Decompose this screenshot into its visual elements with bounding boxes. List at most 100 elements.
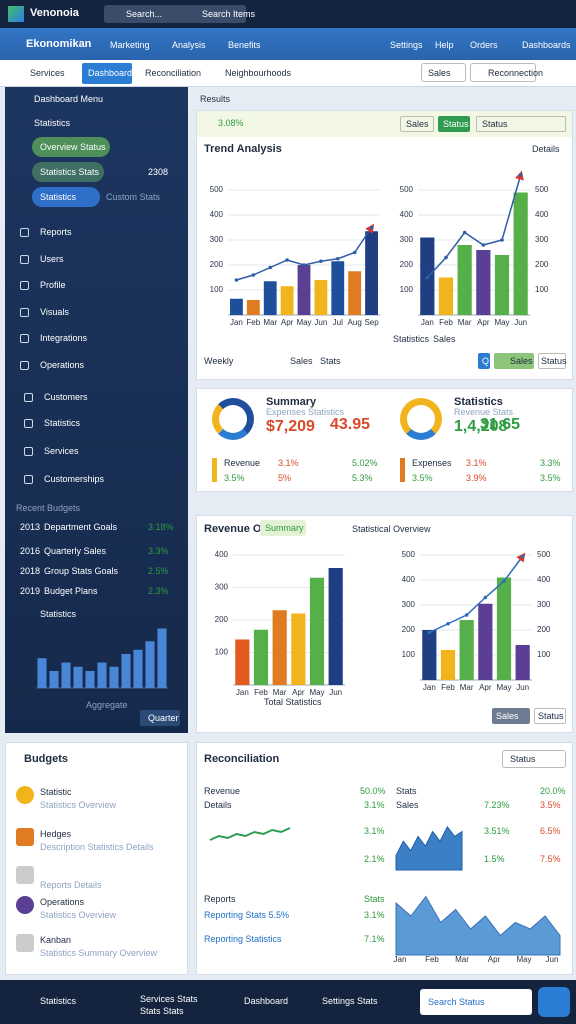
bar: [121, 654, 131, 688]
menu-item[interactable]: Users: [40, 254, 64, 264]
bar: [331, 261, 345, 315]
footer-item[interactable]: Services Stats: [140, 994, 198, 1004]
menu-icon: [24, 393, 33, 402]
bar: [61, 662, 71, 688]
footer-item[interactable]: Settings Stats: [322, 996, 378, 1006]
pill[interactable]: [32, 187, 100, 207]
menu-item[interactable]: Services: [44, 446, 79, 456]
kpi-row: 5%: [278, 473, 292, 483]
button[interactable]: [538, 353, 566, 369]
pill[interactable]: [32, 137, 110, 157]
bar: [73, 666, 83, 688]
pill-label[interactable]: Statistics Stats: [40, 167, 100, 177]
item-name[interactable]: Operations: [40, 897, 85, 907]
button-label[interactable]: Sales: [510, 356, 533, 366]
select[interactable]: [502, 750, 566, 768]
line-point: [234, 278, 239, 282]
menu-item[interactable]: Operations: [40, 360, 85, 370]
button[interactable]: [470, 63, 536, 82]
button[interactable]: [400, 116, 434, 132]
top-bar: [0, 0, 576, 28]
line-point: [481, 243, 486, 247]
x-tick-label: Mar: [273, 688, 287, 697]
nav-item[interactable]: Orders: [470, 40, 498, 50]
line-point: [500, 238, 504, 242]
chart-button[interactable]: [140, 710, 180, 726]
button[interactable]: [494, 353, 534, 369]
button[interactable]: [492, 708, 530, 724]
chart-caption: Aggregate: [86, 700, 128, 710]
nav-item[interactable]: Dashboards: [522, 40, 571, 50]
footer-item[interactable]: Stats Stats: [140, 1006, 184, 1016]
kpi-row: 5.02%: [352, 458, 378, 468]
footer-item[interactable]: Statistics: [40, 996, 77, 1006]
x-tick-label: Sep: [364, 318, 379, 327]
y-tick-label: 400: [215, 550, 229, 559]
menu-item[interactable]: Profile: [40, 280, 66, 290]
list-title: Recent Budgets: [16, 503, 81, 513]
search-button[interactable]: Search Items: [202, 9, 256, 19]
nav-item[interactable]: Analysis: [172, 40, 206, 50]
button[interactable]: [478, 353, 490, 369]
item-sub: Reports Details: [40, 880, 102, 890]
x-tick-label: Jan: [236, 688, 249, 697]
button-label[interactable]: Status: [541, 356, 567, 366]
line-point: [518, 173, 523, 177]
search-box[interactable]: [104, 5, 246, 23]
select[interactable]: [476, 116, 566, 132]
item-name[interactable]: Statistic: [40, 787, 72, 797]
button[interactable]: Reconnection: [488, 68, 544, 78]
chart-button-label[interactable]: Quarter: [148, 713, 179, 723]
menu-item[interactable]: Customerships: [44, 474, 105, 484]
pill-label[interactable]: Statistics: [40, 192, 77, 202]
footer-button-label[interactable]: Search Status: [428, 997, 485, 1007]
button-label[interactable]: Status: [538, 711, 564, 721]
button-label[interactable]: Q: [482, 356, 490, 366]
x-tick-label: May: [494, 318, 509, 327]
nav-item[interactable]: Settings: [390, 40, 423, 50]
tab[interactable]: Dashboard: [88, 68, 133, 78]
menu-item[interactable]: Visuals: [40, 307, 69, 317]
x-tick-label: May: [296, 318, 311, 327]
x-tick-label: Apr: [281, 318, 294, 327]
bar: [272, 610, 287, 685]
menu-item[interactable]: Statistics: [44, 418, 81, 428]
nav-item[interactable]: Benefits: [228, 40, 261, 50]
menu-icon: [20, 361, 29, 370]
bar: [328, 568, 343, 685]
legend-item: Stats: [320, 356, 341, 366]
button-label[interactable]: Status: [443, 119, 469, 129]
tab[interactable]: Services: [30, 68, 65, 78]
nav-item[interactable]: Help: [435, 40, 454, 50]
nav-item[interactable]: Marketing: [110, 40, 150, 50]
active-tab[interactable]: [82, 63, 132, 84]
item-name[interactable]: Hedges: [40, 829, 72, 839]
button[interactable]: [438, 116, 470, 132]
select-label[interactable]: Status: [510, 754, 536, 764]
tab[interactable]: Neighbourhoods: [225, 68, 292, 78]
item-name[interactable]: Kanban: [40, 935, 72, 945]
footer-button[interactable]: [420, 989, 532, 1015]
kpi-title: Statistics: [454, 396, 503, 408]
menu-icon: [24, 475, 33, 484]
pill-label[interactable]: Overview Status: [40, 142, 106, 152]
menu-item[interactable]: Integrations: [40, 333, 88, 343]
bar: [157, 628, 167, 688]
menu-item[interactable]: Customers: [44, 392, 88, 402]
y2-tick-label: 200: [537, 625, 551, 634]
search-placeholder[interactable]: Search...: [126, 9, 163, 19]
button-label[interactable]: Sales: [496, 711, 519, 721]
button[interactable]: [534, 708, 566, 724]
menu-item[interactable]: Reports: [40, 227, 72, 237]
select[interactable]: [421, 63, 466, 82]
select-label[interactable]: Status: [482, 119, 508, 129]
kpi-row: Revenue: [224, 458, 261, 468]
button-label[interactable]: Sales: [406, 119, 429, 129]
pill[interactable]: [32, 162, 104, 182]
item-sub: Statistics Overview: [40, 800, 117, 810]
card: [196, 110, 573, 380]
footer-item[interactable]: Dashboard: [244, 996, 289, 1006]
action-button[interactable]: [538, 987, 570, 1017]
select[interactable]: Sales: [428, 68, 451, 78]
tab[interactable]: Reconciliation: [145, 68, 202, 78]
